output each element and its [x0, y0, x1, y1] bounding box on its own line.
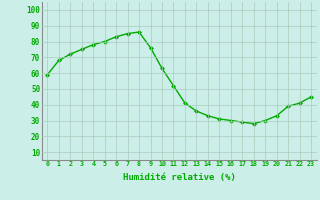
X-axis label: Humidité relative (%): Humidité relative (%) — [123, 173, 236, 182]
